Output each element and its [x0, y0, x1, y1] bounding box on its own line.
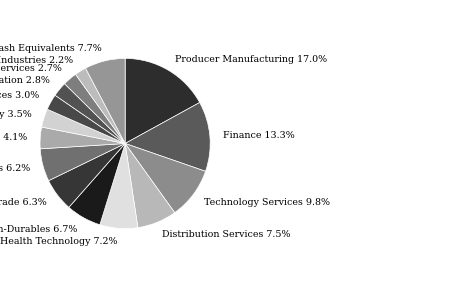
Text: Electronic Technology 3.5%: Electronic Technology 3.5% — [0, 110, 31, 119]
Text: Industrial Services 2.7%: Industrial Services 2.7% — [0, 64, 61, 73]
Text: Consumer Services 3.0%: Consumer Services 3.0% — [0, 91, 40, 100]
Text: Process Industries 2.2%: Process Industries 2.2% — [0, 55, 74, 65]
Wedge shape — [125, 144, 206, 213]
Text: Retail Trade 6.3%: Retail Trade 6.3% — [0, 198, 47, 208]
Wedge shape — [125, 59, 200, 144]
Wedge shape — [65, 74, 125, 144]
Wedge shape — [125, 144, 175, 228]
Wedge shape — [42, 109, 125, 144]
Wedge shape — [76, 68, 125, 144]
Text: Technology Services 9.8%: Technology Services 9.8% — [204, 198, 330, 207]
Text: Producer Manufacturing 17.0%: Producer Manufacturing 17.0% — [175, 55, 327, 63]
Text: Transportation 2.8%: Transportation 2.8% — [0, 76, 50, 86]
Wedge shape — [69, 144, 125, 225]
Wedge shape — [100, 144, 138, 228]
Text: Health Technology 7.2%: Health Technology 7.2% — [0, 237, 118, 246]
Wedge shape — [49, 144, 125, 207]
Wedge shape — [40, 127, 125, 149]
Text: Energy Minerals 4.1%: Energy Minerals 4.1% — [0, 133, 27, 141]
Text: Consumer Non-Durables 6.7%: Consumer Non-Durables 6.7% — [0, 224, 77, 234]
Text: Cash & Cash Equivalents 7.7%: Cash & Cash Equivalents 7.7% — [0, 44, 101, 53]
Wedge shape — [40, 144, 125, 181]
Text: Commercial Services 6.2%: Commercial Services 6.2% — [0, 164, 30, 173]
Wedge shape — [55, 84, 125, 144]
Wedge shape — [47, 95, 125, 144]
Text: Finance 13.3%: Finance 13.3% — [223, 131, 295, 140]
Wedge shape — [86, 59, 125, 144]
Text: Distribution Services 7.5%: Distribution Services 7.5% — [162, 230, 291, 239]
Wedge shape — [125, 102, 210, 171]
